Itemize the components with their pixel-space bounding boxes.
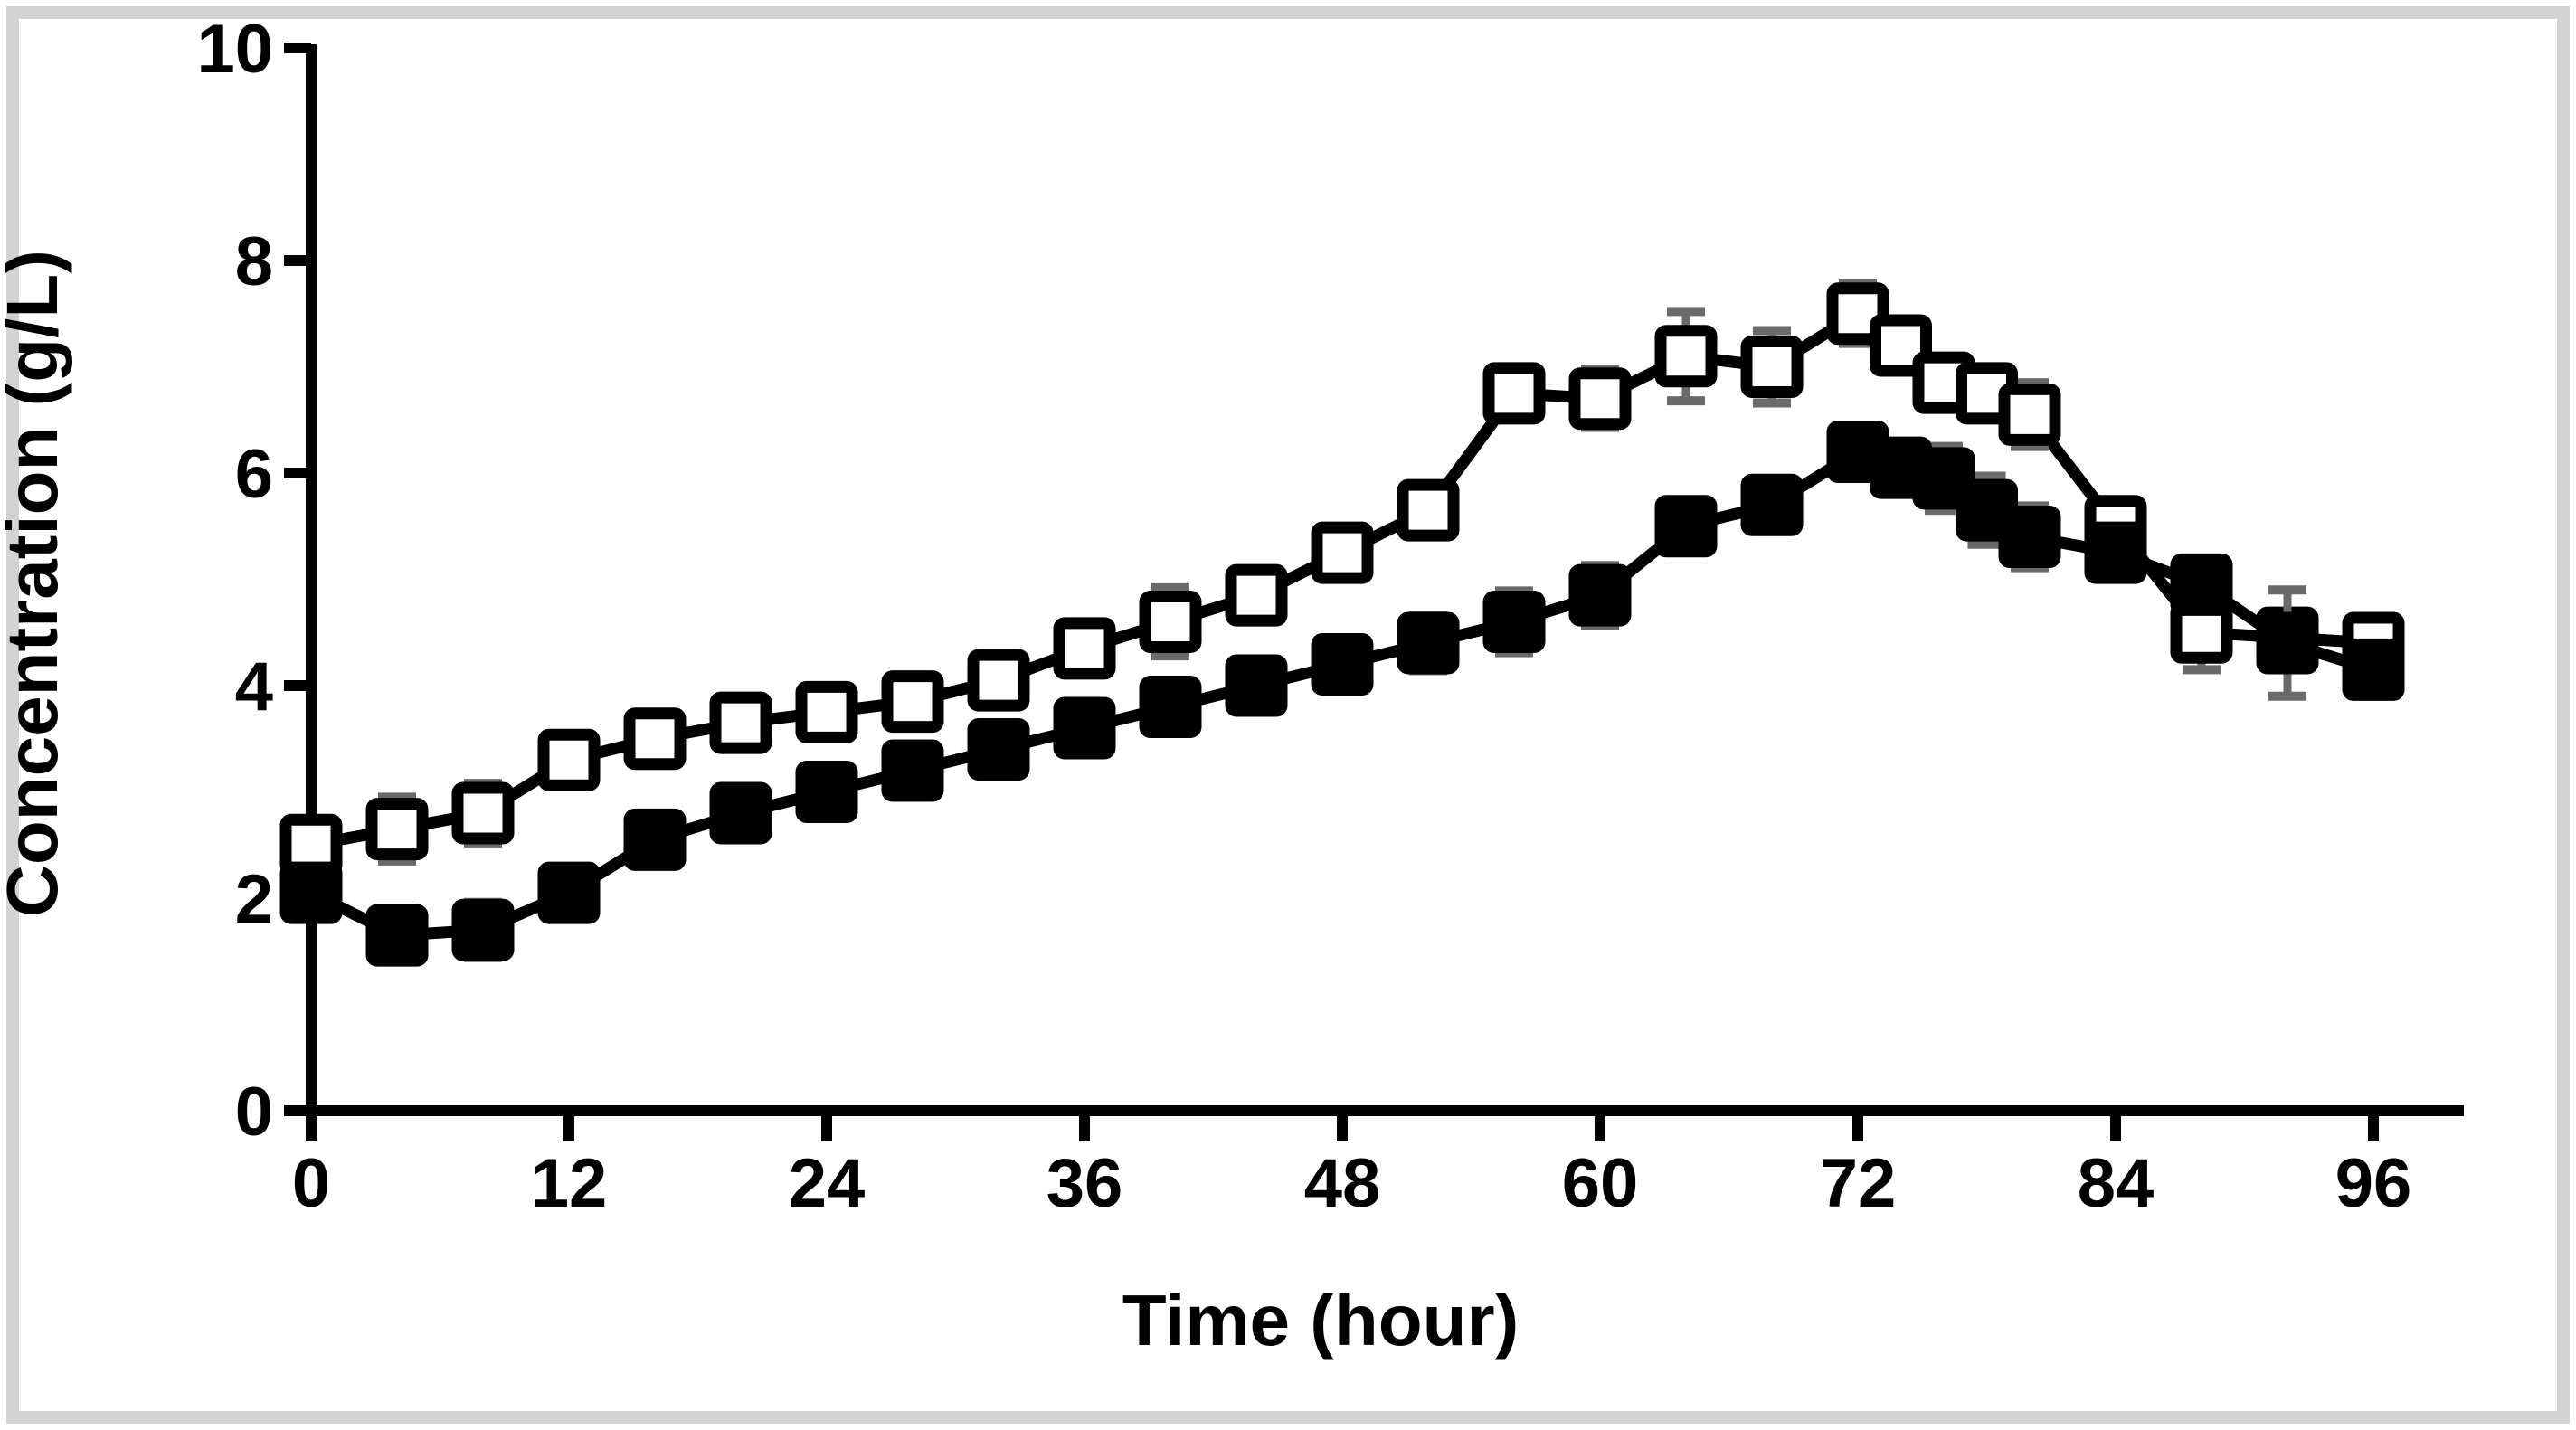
marker-filled-square — [1053, 696, 1116, 760]
marker-filled-square — [1998, 506, 2061, 568]
marker-filled-square — [2256, 611, 2319, 675]
x-tick-label: 36 — [1046, 1145, 1123, 1222]
x-tick-label: 72 — [1820, 1145, 1897, 1222]
marker-filled-square — [451, 898, 515, 961]
x-tick-label: 96 — [2335, 1145, 2412, 1222]
marker-filled-square — [1482, 591, 1546, 653]
marker-filled-square — [709, 781, 772, 845]
marker-open-square — [451, 781, 515, 845]
series-filled-squares — [279, 421, 2405, 967]
axis-labels: Concentration (g/L) Time (hour) — [0, 250, 1519, 1360]
marker-filled-square — [1397, 611, 1460, 675]
marker-filled-square — [881, 739, 944, 802]
marker-open-square — [365, 798, 429, 861]
marker-open-square — [1870, 314, 1932, 377]
marker-open-square — [967, 649, 1030, 712]
x-tick-label: 48 — [1304, 1145, 1381, 1222]
marker-open-square — [1568, 367, 1632, 431]
y-tick-label: 4 — [235, 649, 273, 725]
marker-filled-square — [1654, 495, 1718, 558]
series-open-squares — [279, 279, 2405, 876]
marker-filled-square — [1225, 654, 1288, 717]
marker-filled-square — [279, 861, 343, 924]
marker-filled-square — [537, 861, 601, 924]
marker-filled-square — [2084, 521, 2147, 584]
x-tick-label: 84 — [2078, 1145, 2155, 1222]
marker-filled-square — [795, 761, 858, 823]
y-tick-label: 6 — [235, 436, 273, 513]
marker-open-square — [1740, 336, 1804, 398]
x-tick-label: 12 — [531, 1145, 608, 1222]
x-axis-title: Time (hour) — [1122, 1280, 1520, 1360]
y-tick-label: 10 — [196, 11, 273, 88]
marker-open-square — [795, 680, 858, 743]
marker-open-square — [1225, 563, 1288, 627]
x-tick-label: 24 — [789, 1145, 866, 1222]
marker-open-square — [1654, 325, 1718, 388]
data-series — [279, 279, 2405, 967]
marker-open-square — [623, 707, 687, 771]
x-tick-label: 0 — [292, 1145, 330, 1222]
marker-filled-square — [967, 718, 1030, 781]
marker-filled-square — [365, 904, 429, 967]
marker-open-square — [1139, 591, 1202, 653]
marker-open-square — [1397, 478, 1460, 542]
marker-open-square — [709, 691, 772, 754]
marker-filled-square — [2170, 553, 2233, 616]
marker-open-square — [1998, 383, 2061, 446]
y-axis-title: Concentration (g/L) — [0, 250, 72, 917]
marker-filled-square — [1568, 563, 1632, 627]
marker-filled-square — [623, 808, 687, 871]
marker-filled-square — [1311, 633, 1374, 696]
y-tick-label: 0 — [235, 1074, 273, 1151]
y-tick-label: 2 — [235, 861, 273, 938]
figure-frame — [6, 6, 2570, 1424]
marker-open-square — [537, 728, 601, 791]
x-tick-label: 60 — [1562, 1145, 1639, 1222]
marker-open-square — [1053, 617, 1116, 680]
marker-filled-square — [1139, 676, 1202, 738]
marker-open-square — [1311, 521, 1374, 584]
marker-filled-square — [1740, 473, 1804, 536]
marker-filled-square — [2342, 638, 2405, 701]
marker-open-square — [881, 670, 944, 734]
marker-open-square — [1482, 362, 1546, 425]
y-tick-label: 8 — [235, 223, 273, 300]
